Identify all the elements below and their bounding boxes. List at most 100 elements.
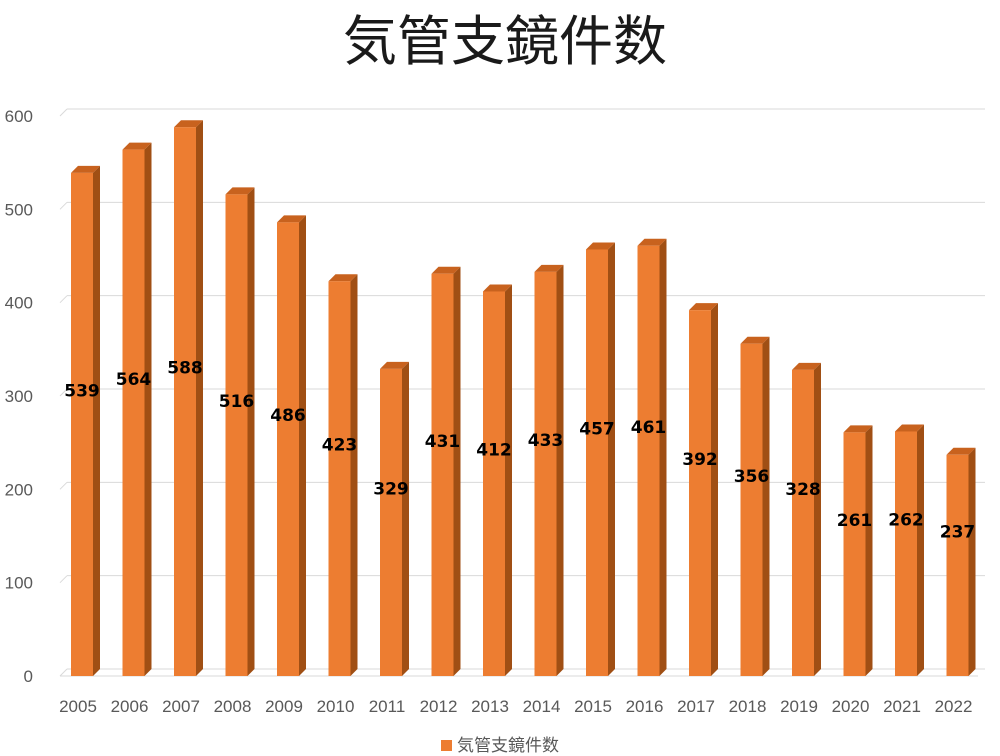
bar-2021: 262	[888, 424, 924, 676]
x-tick-label: 2017	[677, 697, 715, 716]
bar-front	[328, 281, 351, 676]
x-tick-label: 2013	[471, 697, 509, 716]
legend-label: 気管支鏡件数	[457, 736, 559, 756]
data-label: 261	[837, 511, 873, 531]
bar-front	[380, 368, 402, 676]
x-axis-ticks: 2005 2006 2007 2008 2009 2010 2011 2012 2013 2014…	[59, 697, 972, 716]
bar-2008: 516	[219, 187, 255, 676]
bar-top	[689, 303, 718, 311]
x-tick-label: 2014	[523, 697, 561, 716]
bar-2013: 412	[476, 284, 512, 676]
bar-side	[453, 266, 461, 676]
bar-2006: 564	[116, 142, 152, 677]
bar-front	[277, 222, 299, 676]
x-tick-label: 2008	[214, 697, 252, 716]
y-tick-label: 400	[5, 294, 33, 313]
legend-swatch	[441, 740, 452, 751]
y-tick-label: 500	[5, 200, 33, 219]
data-label: 329	[373, 479, 409, 499]
bar-front	[740, 343, 763, 676]
bar-front	[895, 431, 917, 676]
data-label: 262	[888, 511, 924, 531]
data-label: 539	[64, 381, 100, 401]
gridline-diag	[59, 481, 68, 490]
data-label: 356	[734, 467, 770, 487]
data-label: 431	[425, 432, 461, 452]
bar-top	[637, 238, 667, 246]
bar-top	[792, 362, 821, 370]
data-label: 516	[219, 392, 255, 412]
bar-top	[277, 215, 306, 223]
bar-front	[122, 149, 145, 677]
bar-front	[843, 432, 866, 676]
bar-top	[483, 284, 512, 292]
bar-side	[350, 274, 358, 676]
bar-2005: 539	[64, 165, 100, 676]
bar-2022: 237	[940, 447, 976, 676]
data-label: 461	[631, 418, 667, 438]
bar-layer: 539 564 588 516 486 423 329 431 412 433 457 461 392 3…	[64, 120, 976, 677]
data-label: 237	[940, 522, 976, 542]
bar-side	[917, 424, 924, 676]
bar-front	[792, 369, 814, 676]
bar-top	[122, 142, 152, 150]
data-label: 486	[270, 406, 306, 426]
bar-side	[762, 336, 770, 676]
data-label: 412	[476, 441, 512, 461]
bar-top	[431, 266, 461, 274]
x-tick-label: 2021	[883, 697, 921, 716]
bar-2012: 431	[425, 266, 461, 676]
bar-2014: 433	[528, 264, 564, 676]
x-tick-label: 2015	[574, 697, 612, 716]
bar-side	[659, 238, 667, 676]
x-tick-label: 2006	[111, 697, 149, 716]
bar-front	[225, 194, 248, 676]
bar-2011: 329	[373, 361, 409, 676]
bar-top	[71, 165, 100, 173]
data-label: 433	[528, 431, 564, 451]
bar-2010: 423	[322, 274, 358, 676]
bar-top	[843, 425, 873, 433]
bar-front	[483, 291, 505, 676]
x-tick-label: 2010	[317, 697, 355, 716]
bar-top	[586, 242, 615, 250]
gridline-diag	[59, 108, 68, 117]
x-tick-label: 2009	[265, 697, 303, 716]
gridline-diag	[59, 388, 68, 397]
bar-side	[196, 120, 203, 676]
bar-side	[865, 425, 873, 676]
bar-top	[328, 274, 358, 282]
x-tick-label: 2012	[420, 697, 458, 716]
bar-top	[895, 424, 924, 432]
bar-side	[505, 284, 512, 676]
bar-2015: 457	[579, 242, 615, 676]
bar-side	[608, 242, 615, 676]
bar-side	[968, 447, 976, 676]
x-tick-label: 2011	[369, 697, 406, 716]
bar-2009: 486	[270, 215, 306, 676]
bar-2017: 392	[682, 303, 718, 676]
bar-front	[431, 273, 454, 676]
bar-2018: 356	[734, 336, 770, 676]
gridline-diag	[59, 295, 68, 304]
bar-top	[534, 264, 564, 272]
bar-side	[402, 361, 409, 676]
bar-side	[556, 264, 564, 676]
x-tick-label: 2019	[780, 697, 818, 716]
bar-front	[946, 454, 969, 676]
bar-side	[93, 165, 100, 676]
bar-side	[711, 303, 718, 676]
bar-top	[174, 120, 203, 128]
x-tick-label: 2022	[935, 697, 973, 716]
bar-front	[586, 249, 608, 676]
bar-front	[174, 127, 196, 676]
bar-front	[637, 245, 660, 676]
gridline-diag	[59, 668, 68, 677]
y-tick-label: 200	[5, 480, 33, 499]
data-label: 564	[116, 370, 152, 390]
y-tick-label: 0	[24, 667, 33, 686]
data-label: 588	[167, 359, 203, 379]
bar-top	[380, 361, 409, 369]
x-tick-label: 2005	[59, 697, 97, 716]
bar-top	[740, 336, 770, 344]
